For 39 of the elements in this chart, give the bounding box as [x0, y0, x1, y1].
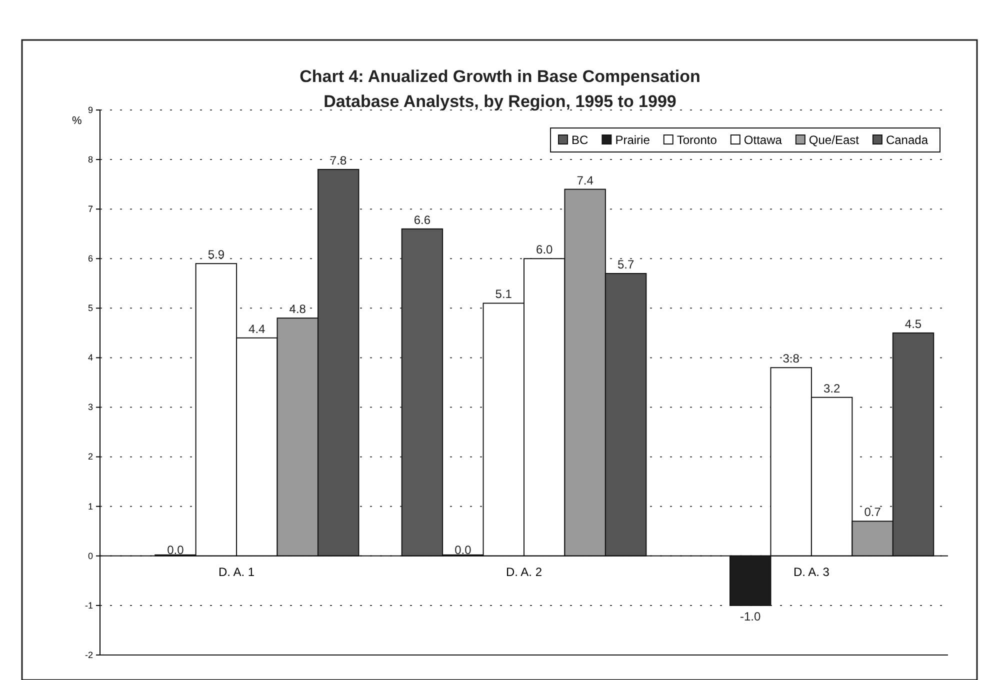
legend-label: Prairie: [615, 133, 650, 147]
data-label: 3.2: [823, 381, 840, 396]
legend-label: BC: [572, 133, 589, 147]
y-tick-label: 3: [88, 402, 93, 412]
legend-label: Toronto: [676, 133, 718, 147]
y-axis-title: %: [72, 115, 82, 127]
legend-label: Canada: [886, 133, 928, 147]
data-label: 4.8: [289, 302, 306, 316]
data-label: 7.8: [330, 153, 348, 168]
legend-label: Que/East: [808, 133, 860, 147]
y-tick-label: 2: [88, 452, 93, 462]
data-label: 3.8: [782, 352, 800, 366]
data-label: 0.0: [167, 542, 184, 557]
data-label: 4.4: [248, 322, 266, 336]
x-tick-label: D. A. 2: [506, 564, 542, 579]
chart-title: Chart 4: Anualized Growth in Base Compensation Database Analysts, by Region, 1995 to 1999: [300, 67, 700, 111]
y-tick-label: 8: [88, 154, 93, 164]
data-label: 4.5: [904, 316, 922, 331]
x-tick-label: D. A. 1: [218, 564, 255, 579]
data-label: 5.9: [208, 248, 225, 262]
y-tick-label: 1: [88, 501, 93, 512]
data-label: -1.0: [740, 609, 762, 624]
y-tick-label: 9: [88, 104, 93, 115]
data-label: 0.7: [864, 505, 882, 520]
x-tick-label: D. A. 3: [793, 564, 830, 579]
legend-label: Ottawa: [744, 133, 782, 147]
data-label: 7.4: [576, 173, 594, 188]
y-tick-label: 7: [88, 204, 93, 214]
y-tick-label: 0: [88, 550, 93, 561]
y-tick-label: 4: [88, 352, 93, 363]
y-tick-label: 6: [88, 254, 93, 264]
data-label: 6.6: [414, 212, 431, 227]
data-label: 5.1: [495, 287, 512, 302]
y-tick-label: -1: [84, 600, 93, 610]
y-tick-label: 5: [88, 303, 93, 314]
data-label: 5.7: [617, 258, 634, 272]
data-label: 6.0: [536, 242, 554, 257]
data-label: 0.0: [454, 542, 472, 557]
y-tick-label: -2: [84, 650, 93, 660]
